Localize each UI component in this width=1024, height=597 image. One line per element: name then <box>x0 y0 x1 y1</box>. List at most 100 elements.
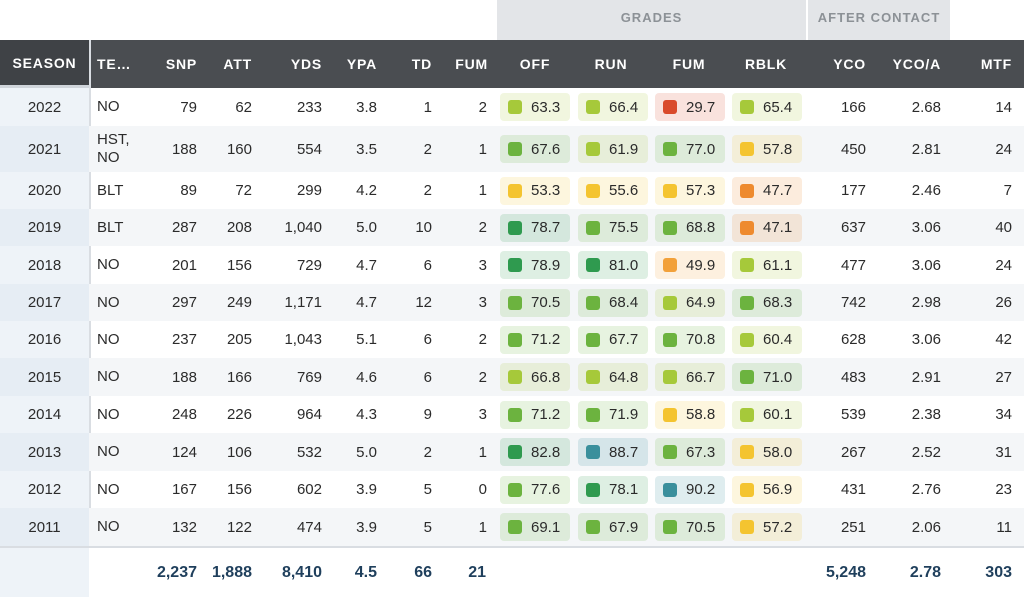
ypa-cell: 5.0 <box>356 443 377 461</box>
grade-value: 82.8 <box>531 443 561 461</box>
column-header-snp[interactable]: SNP <box>165 56 197 72</box>
table-row: 2014 NO 248 226 964 4.3 9 3 539 2.38 34 71.2 71.9 58.… <box>0 396 1024 433</box>
column-header-team[interactable]: TE… <box>97 56 132 72</box>
column-header-fum-grade[interactable]: FUM <box>672 56 706 72</box>
grade-color-swatch <box>586 332 600 347</box>
grade-value: 68.8 <box>686 219 716 236</box>
column-header-run-grade[interactable]: RUN <box>594 56 628 72</box>
column-header-att[interactable]: ATT <box>223 56 252 72</box>
yco-cell: 166 <box>840 98 866 116</box>
season-cell[interactable]: 2020 <box>0 172 89 209</box>
grade-color-swatch <box>740 332 754 347</box>
season-cell[interactable]: 2017 <box>0 284 89 321</box>
grade-color-swatch <box>663 220 677 235</box>
grade-color-swatch <box>508 520 522 534</box>
fum-grade-grade-badge: 67.3 <box>655 438 725 466</box>
grade-value: 78.7 <box>531 219 561 236</box>
season-cell[interactable]: 2019 <box>0 209 89 246</box>
grade-value: 49.9 <box>686 256 716 274</box>
td-cell: 6 <box>423 368 432 386</box>
fum-grade-grade-badge: 66.7 <box>655 363 725 391</box>
fum-grade-grade-badge: 77.0 <box>655 135 725 163</box>
table-row: 2019 BLT 287 208 1,040 5.0 10 2 637 3.06 40 78.7 75.… <box>0 209 1024 246</box>
grade-value: 68.3 <box>763 294 793 311</box>
grade-color-swatch <box>586 183 600 198</box>
season-cell[interactable]: 2021 <box>0 126 89 172</box>
grade-color-swatch <box>663 258 677 272</box>
column-header-td[interactable]: TD <box>411 56 432 72</box>
mtf-cell: 31 <box>995 443 1012 461</box>
grade-value: 53.3 <box>531 182 561 199</box>
grade-value: 57.3 <box>686 182 716 199</box>
column-header-yco[interactable]: YCO <box>833 56 866 72</box>
column-header-off-grade[interactable]: OFF <box>519 56 551 72</box>
grade-value: 61.1 <box>763 256 793 274</box>
grade-color-swatch <box>663 445 677 459</box>
yds-cell: 233 <box>296 98 322 116</box>
td-cell: 12 <box>415 294 432 311</box>
season-cell[interactable]: 2012 <box>0 471 89 508</box>
grade-value: 56.9 <box>763 481 793 498</box>
table-row: 2021 HST, NO 188 160 554 3.5 2 1 450 2.81 24 67.6 61… <box>0 126 1024 172</box>
totals-row: 2,237 1,888 8,410 4.5 66 21 5,248 2.78 3… <box>0 546 1024 597</box>
mtf-cell: 24 <box>995 256 1012 274</box>
off-grade-badge: 53.3 <box>500 176 570 205</box>
yco-cell: 628 <box>840 331 866 348</box>
team-cell: NO <box>97 480 120 498</box>
season-cell[interactable]: 2011 <box>0 508 89 546</box>
off-grade-badge: 70.5 <box>500 288 570 317</box>
yds-cell: 769 <box>296 368 322 386</box>
season-cell[interactable]: 2022 <box>0 88 89 126</box>
season-cell[interactable]: 2016 <box>0 321 89 358</box>
column-header-season[interactable]: SEASON <box>0 40 89 88</box>
team-cell: NO <box>97 256 120 273</box>
grade-color-swatch <box>586 407 600 422</box>
grades-group-label: GRADES <box>497 0 806 40</box>
off-grade-badge: 82.8 <box>500 438 570 466</box>
grade-value: 60.4 <box>763 331 793 348</box>
run-grade-badge: 75.5 <box>578 213 648 242</box>
yco-a-cell: 2.06 <box>911 518 941 536</box>
grade-color-swatch <box>586 220 600 235</box>
column-header-fum[interactable]: FUM <box>455 56 488 72</box>
fum-cell: 1 <box>478 140 487 158</box>
grade-value: 68.4 <box>609 294 639 311</box>
off-grade-badge: 78.7 <box>500 213 570 242</box>
ypa-cell: 4.7 <box>356 256 377 274</box>
season-cell[interactable]: 2015 <box>0 358 89 396</box>
yds-cell: 474 <box>296 518 322 536</box>
column-header-yds[interactable]: YDS <box>290 56 322 72</box>
grade-color-swatch <box>508 295 522 310</box>
ypa-cell: 3.9 <box>356 518 377 536</box>
yco-a-cell: 3.06 <box>911 331 941 348</box>
yco-a-cell: 3.06 <box>911 256 941 274</box>
grade-color-swatch <box>586 295 600 310</box>
table-row: 2012 NO 167 156 602 3.9 5 0 431 2.76 23 77.6 78.1 90.… <box>0 471 1024 508</box>
grade-color-swatch <box>663 407 677 422</box>
grade-value: 69.1 <box>531 518 561 536</box>
run-grade-badge: 81.0 <box>578 251 648 279</box>
run-grade-badge: 78.1 <box>578 475 648 504</box>
column-header-yco-a[interactable]: YCO/A <box>892 56 941 72</box>
td-cell: 1 <box>423 98 432 116</box>
team-cell: NO <box>97 405 120 423</box>
season-cell[interactable]: 2018 <box>0 246 89 284</box>
yco-cell: 177 <box>840 182 866 199</box>
mtf-cell: 23 <box>995 481 1012 498</box>
fum-cell: 3 <box>478 406 487 423</box>
grade-value: 75.5 <box>609 219 639 236</box>
column-header-rblk-grade[interactable]: RBLK <box>744 56 788 72</box>
grade-value: 70.8 <box>686 331 716 348</box>
total-yco-a: 2.78 <box>909 563 941 581</box>
grade-color-swatch <box>586 370 600 384</box>
grade-value: 55.6 <box>609 182 639 199</box>
column-header-ypa[interactable]: YPA <box>346 56 377 72</box>
column-header-mtf[interactable]: MTF <box>980 56 1012 72</box>
grade-value: 78.9 <box>531 256 561 274</box>
run-grade-badge: 68.4 <box>578 288 648 317</box>
season-cell[interactable]: 2013 <box>0 433 89 471</box>
season-cell[interactable]: 2014 <box>0 396 89 433</box>
grade-color-swatch <box>508 142 522 156</box>
grade-color-swatch <box>740 295 754 310</box>
grade-value: 61.9 <box>609 140 639 158</box>
